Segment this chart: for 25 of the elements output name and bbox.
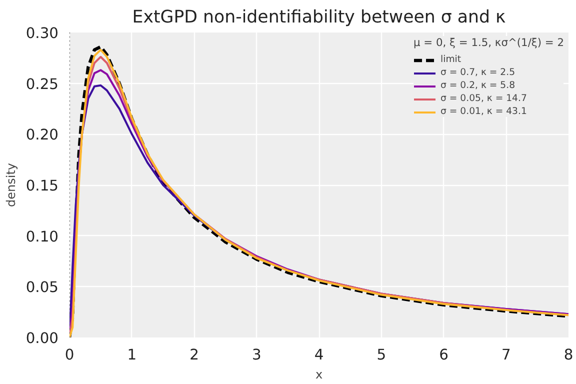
- x-tick-label: 0: [64, 346, 74, 364]
- y-tick-label: 0.20: [26, 126, 59, 144]
- x-axis-title: x: [315, 368, 323, 382]
- x-tick-label: 4: [314, 346, 324, 364]
- y-tick-label: 0.15: [26, 178, 59, 194]
- x-tick-label: 1: [127, 346, 137, 364]
- x-tick-label: 6: [439, 346, 448, 364]
- x-tick-label: 5: [376, 346, 386, 364]
- y-tick-label: 0.10: [26, 228, 59, 246]
- legend-label: σ = 0.7, κ = 2.5: [440, 67, 516, 78]
- y-tick-label: 0.00: [26, 330, 59, 347]
- x-tick-label: 8: [564, 346, 574, 364]
- y-tick-label: 0.25: [26, 76, 59, 93]
- chart-title: ExtGPD non-identifiability between σ and κ: [132, 8, 506, 28]
- legend-label: σ = 0.2, κ = 5.8: [440, 80, 516, 91]
- legend-label: limit: [440, 54, 462, 65]
- legend-label: σ = 0.05, κ = 14.7: [440, 93, 527, 104]
- legend-label: σ = 0.01, κ = 43.1: [440, 106, 527, 117]
- y-tick-label: 0.05: [26, 279, 59, 296]
- y-tick-label: 0.30: [26, 25, 59, 42]
- x-tick-label: 2: [190, 346, 199, 364]
- legend-title: μ = 0, ξ = 1.5, κσ^(1/ξ) = 2: [414, 36, 564, 49]
- x-tick-label: 7: [501, 346, 511, 364]
- x-tick-label: 3: [252, 346, 262, 364]
- y-axis-title: density: [4, 163, 18, 207]
